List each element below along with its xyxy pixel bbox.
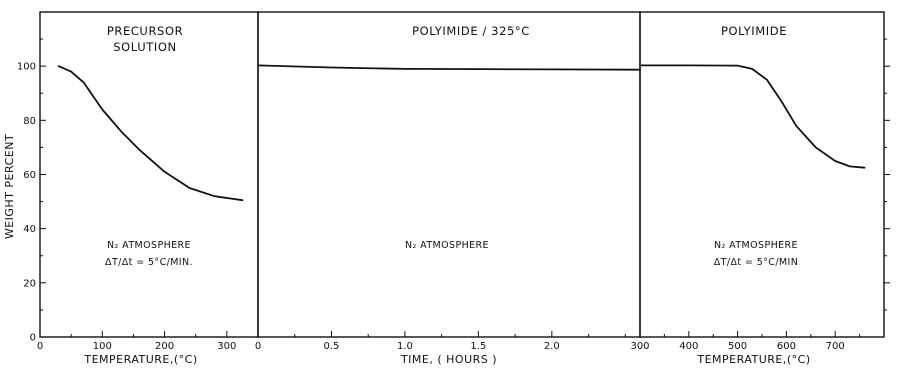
x-tick-label-polyimide: 600 <box>777 341 796 352</box>
y-tick-label: 80 <box>23 116 36 127</box>
y-tick-label: 20 <box>23 278 36 289</box>
x-tick-label-polyimide: 400 <box>679 341 698 352</box>
x-tick-label-polyimide: 700 <box>826 341 845 352</box>
panel-frame-isothermal <box>257 11 641 338</box>
panel-title-precursor: PRECURSOR <box>107 24 183 38</box>
x-tick-label-isothermal: 2.0 <box>544 341 560 352</box>
y-tick-label: 40 <box>23 224 36 235</box>
y-axis-label: WEIGHT PERCENT <box>3 134 16 239</box>
x-tick-label-isothermal: 0.5 <box>324 341 340 352</box>
x-tick-label-precursor: 200 <box>155 341 174 352</box>
y-tick-label: 0 <box>30 333 36 344</box>
x-tick-label-isothermal: 1.0 <box>397 341 413 352</box>
axis-ticks <box>40 38 890 337</box>
weight-curve-isothermal <box>257 64 641 71</box>
panel-frames <box>39 11 885 338</box>
x-tick-label-precursor: 300 <box>217 341 236 352</box>
x-tick-label-precursor: 0 <box>37 341 43 352</box>
y-tick-label: 100 <box>17 62 36 73</box>
data-curves <box>57 64 866 202</box>
panel-frame-precursor <box>39 11 259 338</box>
x-axis-label-polyimide: TEMPERATURE,(°C) <box>696 353 810 366</box>
x-axis-label-precursor: TEMPERATURE,(°C) <box>83 353 197 366</box>
weight-curve-polyimide <box>639 64 866 169</box>
x-axis-label-isothermal: TIME, ( HOURS ) <box>400 353 497 366</box>
panel-title-isothermal: POLYIMIDE / 325°C <box>412 24 530 38</box>
annotation-polyimide: ΔT/Δt = 5°C/MIN <box>714 257 798 268</box>
x-tick-label-isothermal: 0 <box>255 341 261 352</box>
x-tick-label-precursor: 100 <box>93 341 112 352</box>
chart-text: 0 100 200 300TEMPERATURE,(°C)PRECURSORSOLUT… <box>3 24 845 366</box>
annotation-precursor: ΔT/Δt = 5°C/MIN. <box>105 257 193 268</box>
weight-curve-precursor <box>57 65 244 202</box>
panel-title-precursor: SOLUTION <box>113 40 176 54</box>
x-tick-label-polyimide: 300 <box>630 341 649 352</box>
y-tick-label: 60 <box>23 170 36 181</box>
annotation-polyimide: N₂ ATMOSPHERE <box>714 240 798 251</box>
panel-title-polyimide: POLYIMIDE <box>721 24 787 38</box>
annotation-precursor: N₂ ATMOSPHERE <box>107 240 191 251</box>
x-tick-label-isothermal: 1.5 <box>470 341 486 352</box>
x-tick-label-polyimide: 500 <box>728 341 747 352</box>
annotation-isothermal: N₂ ATMOSPHERE <box>405 240 489 251</box>
panel-frame-polyimide <box>639 11 885 338</box>
